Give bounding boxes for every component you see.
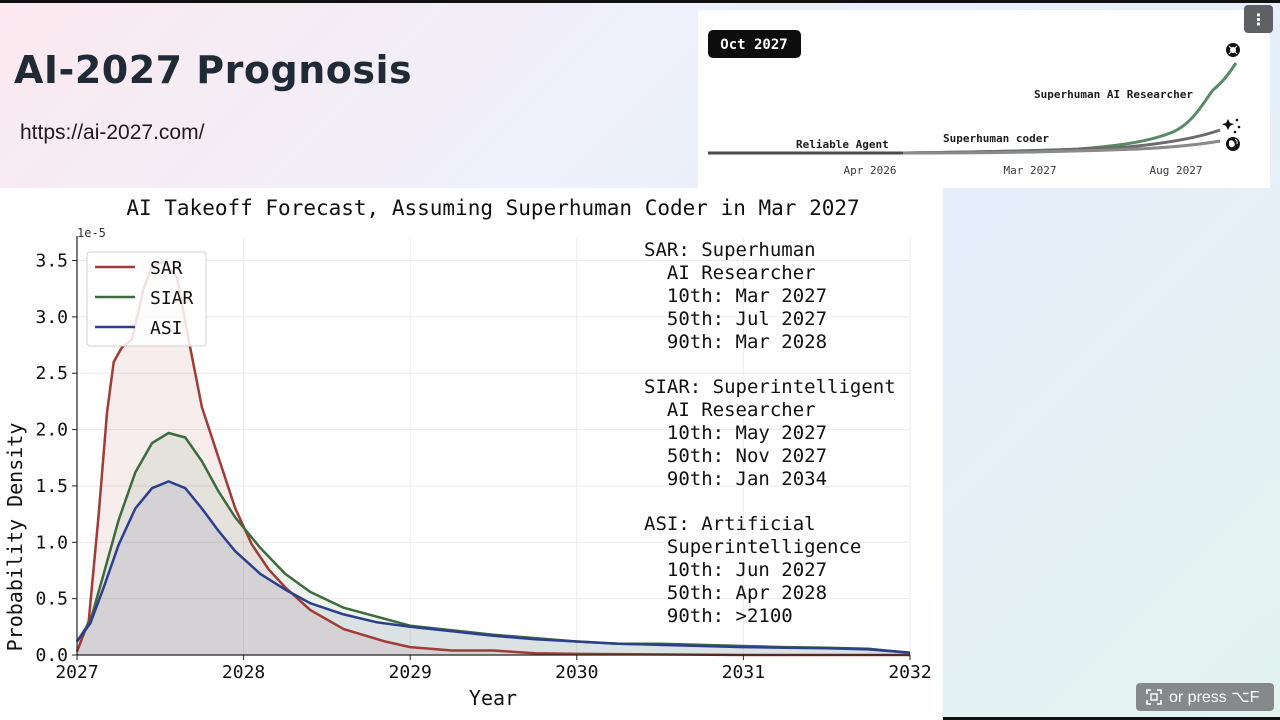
globe-icon [1226, 137, 1240, 151]
sar-annotation-line-2: AI Researcher [644, 262, 816, 284]
y-tick-label: 3.5 [35, 251, 68, 272]
sar-annotation-line-5: 90th: Mar 2028 [644, 331, 827, 353]
label-superhuman-ai-researcher: Superhuman AI Researcher [1034, 88, 1193, 101]
agent-trend-line [902, 139, 1221, 155]
vertical-ellipsis-icon: ⋮ [1250, 9, 1267, 29]
top-frame-bar [0, 0, 1280, 3]
x-tick-label: 2031 [722, 662, 765, 683]
percentile-annotations: SAR: Superhuman AI Researcher 10th: Mar … [644, 239, 896, 627]
asi-annotation-line-1: ASI: Artificial [644, 513, 816, 535]
fullscreen-hint-button[interactable]: or press ⌥F [1136, 683, 1274, 711]
y-axis-label: Probability Density [3, 423, 27, 652]
label-reliable-agent: Reliable Agent [796, 138, 889, 151]
y-tick-label: 1.5 [35, 476, 68, 497]
legend-label-sar: SAR [150, 258, 183, 279]
siar-annotation-line-1: SIAR: Superintelligent [644, 376, 896, 398]
label-superhuman-coder: Superhuman coder [943, 132, 1049, 145]
y-tick-label: 2.0 [35, 420, 68, 441]
timeline-svg: Oct 2027 Reliable Agent Superhuman coder… [708, 30, 1241, 177]
legend: SAR SIAR ASI [86, 251, 207, 347]
sparkle-icon [1222, 118, 1241, 134]
x-tick-label: 2032 [888, 662, 931, 683]
area-siar [77, 433, 910, 655]
y-scale-label: 1e-5 [77, 226, 106, 240]
legend-box [86, 251, 207, 347]
slide-title: AI-2027 Prognosis [14, 48, 413, 92]
x-tick-label: 2030 [555, 662, 598, 683]
siar-annotation-line-4: 50th: Nov 2027 [644, 445, 827, 467]
siar-annotation-line-5: 90th: Jan 2034 [644, 468, 827, 490]
asi-annotation-line-5: 90th: >2100 [644, 605, 793, 627]
more-options-button[interactable]: ⋮ [1244, 5, 1273, 33]
x-axis-label: Year [469, 686, 517, 710]
date-badge-bg [708, 30, 801, 58]
series-lines [75, 260, 911, 657]
timeline-image: Oct 2027 Reliable Agent Superhuman coder… [698, 10, 1270, 188]
asi-annotation-line-2: Superintelligence [644, 536, 861, 558]
y-tick-label: 1.0 [35, 532, 68, 553]
fullscreen-icon [1146, 689, 1162, 705]
axes [72, 236, 911, 660]
chart-panel: AI Takeoff Forecast, Assuming Superhuman… [0, 188, 943, 720]
timeline-tick-mar-2027: Mar 2027 [1004, 164, 1057, 177]
tick-labels: 2027 2028 2029 2030 2031 2032 0.0 0.5 1.0 1.5 2.0 2… [35, 251, 931, 683]
legend-label-siar: SIAR [150, 288, 194, 309]
slide-link[interactable]: https://ai-2027.com/ [20, 121, 205, 144]
timeline-tick-apr-2026: Apr 2026 [844, 164, 897, 177]
y-tick-label: 3.0 [35, 307, 68, 328]
x-tick-label: 2029 [389, 662, 432, 683]
x-tick-label: 2027 [55, 662, 98, 683]
area-asi [77, 481, 910, 655]
line-sar [75, 260, 910, 657]
asi-annotation-line-3: 10th: Jun 2027 [644, 559, 827, 581]
line-asi [75, 480, 911, 654]
fullscreen-hint-text: or press ⌥F [1169, 689, 1260, 706]
sar-annotation-line-4: 50th: Jul 2027 [644, 308, 827, 330]
y-tick-label: 0.5 [35, 589, 68, 610]
legend-label-asi: ASI [150, 318, 183, 339]
sar-annotation-line-1: SAR: Superhuman [644, 239, 816, 261]
timeline-tick-aug-2027: Aug 2027 [1150, 164, 1203, 177]
chart-title: AI Takeoff Forecast, Assuming Superhuman… [126, 196, 859, 220]
date-badge: Oct 2027 [720, 37, 787, 53]
forecast-chart: AI Takeoff Forecast, Assuming Superhuman… [3, 196, 932, 710]
sar-annotation-line-3: 10th: Mar 2027 [644, 285, 827, 307]
asi-annotation-line-4: 50th: Apr 2028 [644, 582, 827, 604]
x-tick-label: 2028 [222, 662, 265, 683]
y-tick-label: 2.5 [35, 363, 68, 384]
y-tick-label: 0.0 [35, 645, 68, 666]
siar-annotation-line-3: 10th: May 2027 [644, 422, 827, 444]
openai-logo-icon [1226, 43, 1240, 57]
siar-annotation-line-2: AI Researcher [644, 399, 816, 421]
